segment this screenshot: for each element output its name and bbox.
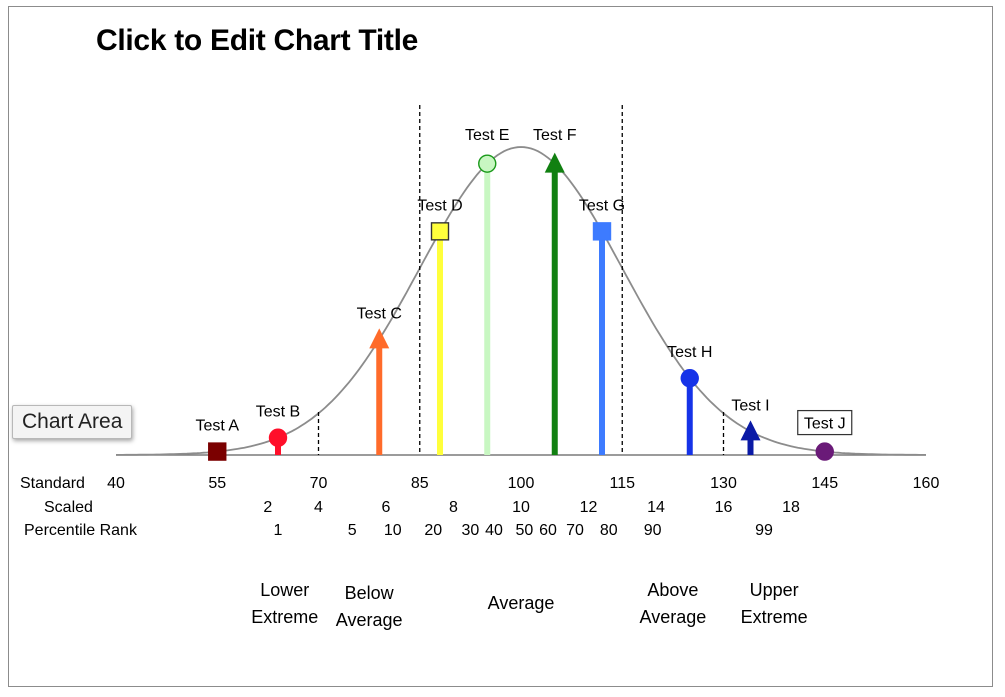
- percentile-tick-label: 60: [539, 522, 557, 539]
- test-label: Test D: [417, 197, 462, 214]
- percentile-tick-label: 10: [384, 522, 402, 539]
- scaled-tick-label: 4: [314, 499, 323, 516]
- test-label: Test C: [357, 305, 402, 322]
- percentile-tick-label: 1: [274, 522, 283, 539]
- scaled-tick-label: 6: [382, 499, 391, 516]
- standard-tick-label: 160: [913, 475, 940, 492]
- square-marker[interactable]: [430, 222, 450, 241]
- percentile-row-label: Percentile Rank: [24, 522, 138, 539]
- scaled-row-label: Scaled: [44, 499, 93, 516]
- square-marker[interactable]: [592, 222, 612, 241]
- test-marker-g[interactable]: [592, 222, 612, 455]
- percentile-tick-label: 40: [485, 522, 503, 539]
- test-label: Test H: [667, 344, 712, 361]
- range-label: Below: [345, 583, 395, 603]
- test-marker-b[interactable]: [268, 428, 288, 455]
- percentile-tick-label: 30: [461, 522, 479, 539]
- chart-area-tooltip: Chart Area: [12, 405, 133, 439]
- test-marker-i[interactable]: [740, 420, 761, 455]
- test-marker-j[interactable]: [815, 442, 834, 461]
- chart-area[interactable]: [8, 6, 993, 687]
- scaled-tick-label: 18: [782, 499, 800, 516]
- percentile-tick-label: 99: [755, 522, 773, 539]
- circle-marker[interactable]: [478, 154, 497, 173]
- test-label: Test F: [533, 127, 577, 144]
- triangle-marker[interactable]: [369, 328, 390, 349]
- range-label: Average: [336, 610, 403, 630]
- square-marker[interactable]: [208, 442, 227, 461]
- scaled-tick-label: 12: [580, 499, 598, 516]
- scaled-tick-label: 14: [647, 499, 665, 516]
- circle-marker[interactable]: [815, 442, 834, 461]
- standard-row-label: Standard: [20, 475, 85, 492]
- scaled-tick-label: 10: [512, 499, 530, 516]
- percentile-tick-label: 50: [515, 522, 533, 539]
- range-label: Above: [647, 580, 698, 600]
- test-label: Test B: [256, 404, 300, 421]
- triangle-marker[interactable]: [544, 152, 565, 173]
- bars-group: [208, 152, 834, 461]
- range-label: Upper: [750, 580, 799, 600]
- standard-tick-label: 100: [508, 475, 535, 492]
- standard-tick-label: 145: [811, 475, 838, 492]
- test-marker-f[interactable]: [544, 152, 565, 455]
- test-marker-a[interactable]: [208, 442, 227, 461]
- test-label: Test J: [804, 416, 846, 433]
- scaled-tick-label: 8: [449, 499, 458, 516]
- test-label-box: [797, 409, 853, 436]
- range-label: Extreme: [251, 607, 318, 627]
- test-label: Test E: [465, 127, 509, 144]
- standard-tick-label: 55: [208, 475, 226, 492]
- percentile-tick-label: 20: [424, 522, 442, 539]
- scaled-tick-label: 2: [263, 499, 272, 516]
- range-label: Average: [640, 607, 707, 627]
- circle-marker[interactable]: [268, 428, 288, 447]
- range-label: Lower: [260, 580, 309, 600]
- percentile-tick-label: 90: [644, 522, 662, 539]
- percentile-tick-label: 5: [348, 522, 357, 539]
- circle-marker[interactable]: [680, 368, 699, 388]
- standard-tick-label: 70: [310, 475, 328, 492]
- labels-group: Test A Test B Test C Test D Test E Test F Test…: [195, 127, 853, 436]
- triangle-marker[interactable]: [740, 420, 761, 441]
- test-marker-h[interactable]: [680, 368, 699, 455]
- chart-title[interactable]: Click to Edit Chart Title: [96, 24, 418, 57]
- percentile-tick-label: 80: [600, 522, 618, 539]
- test-marker-e[interactable]: [478, 154, 497, 455]
- standard-tick-label: 115: [609, 475, 635, 492]
- range-label: Average: [488, 593, 555, 613]
- test-marker-c[interactable]: [369, 328, 390, 455]
- curve-group: [116, 146, 926, 456]
- test-label: Test G: [579, 197, 625, 214]
- test-label: Test A: [195, 418, 239, 435]
- range-label: Extreme: [741, 607, 808, 627]
- percentile-tick-label: 70: [566, 522, 584, 539]
- test-marker-d[interactable]: [430, 222, 450, 455]
- standard-tick-label: 130: [710, 475, 737, 492]
- test-label: Test I: [731, 397, 769, 414]
- standard-tick-label: 40: [107, 475, 125, 492]
- scaled-tick-label: 16: [715, 499, 733, 516]
- standard-tick-label: 85: [411, 475, 429, 492]
- bell-curve[interactable]: [116, 146, 926, 456]
- divider-group: [317, 105, 725, 455]
